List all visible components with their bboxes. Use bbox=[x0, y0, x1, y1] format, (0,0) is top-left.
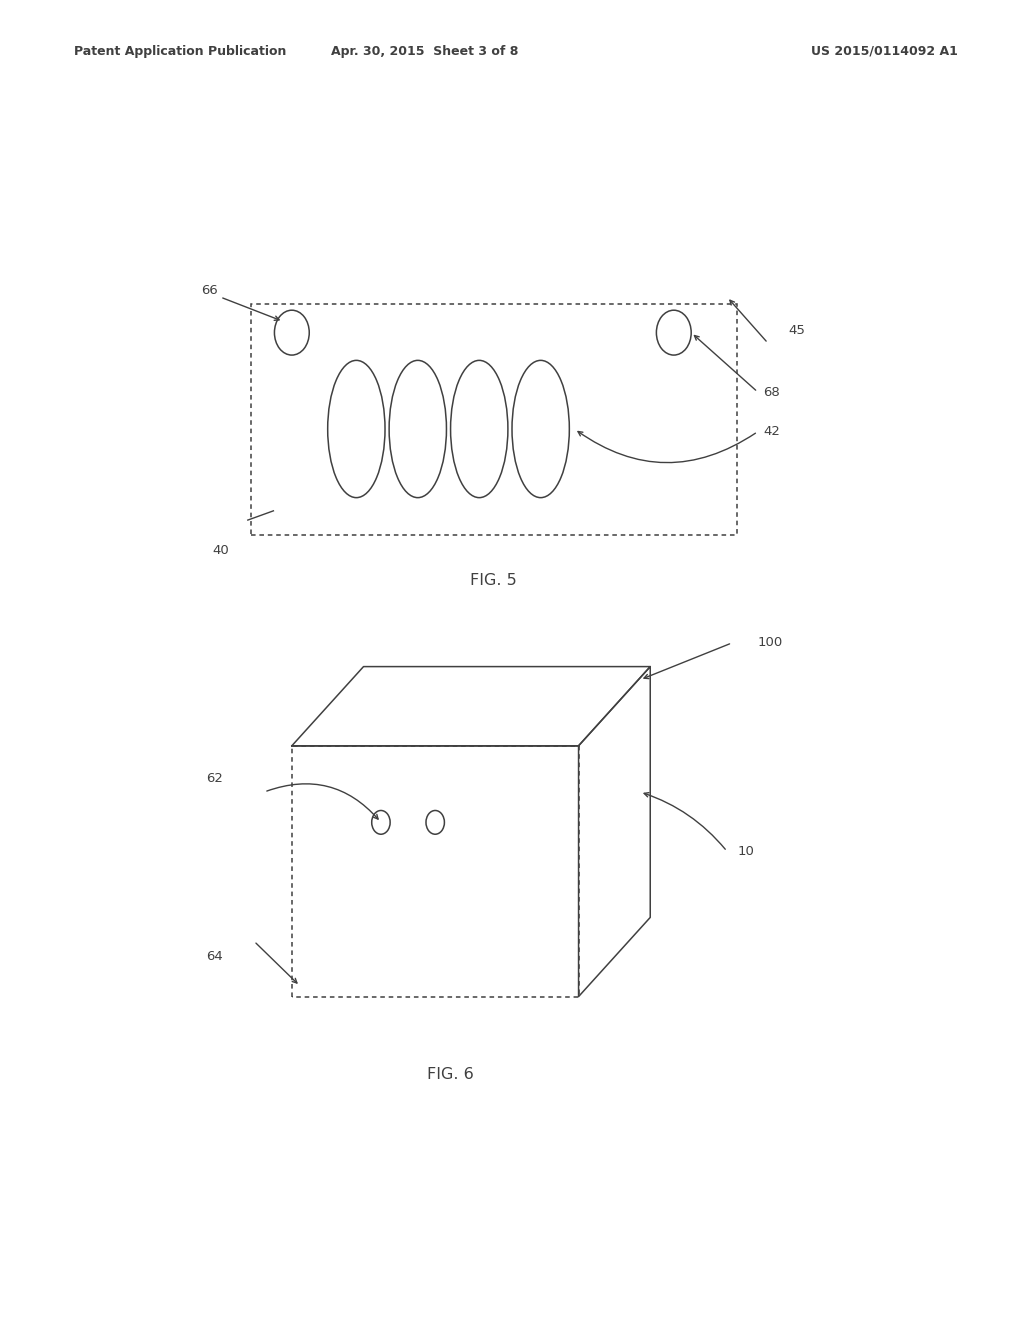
Text: FIG. 5: FIG. 5 bbox=[470, 573, 517, 587]
Text: 42: 42 bbox=[763, 425, 779, 438]
Text: FIG. 6: FIG. 6 bbox=[427, 1067, 474, 1081]
Text: 40: 40 bbox=[212, 544, 228, 557]
Text: 10: 10 bbox=[737, 845, 754, 858]
Text: 100: 100 bbox=[758, 636, 783, 649]
Text: Apr. 30, 2015  Sheet 3 of 8: Apr. 30, 2015 Sheet 3 of 8 bbox=[332, 45, 518, 58]
Text: 66: 66 bbox=[202, 284, 218, 297]
Text: Patent Application Publication: Patent Application Publication bbox=[74, 45, 286, 58]
Text: 68: 68 bbox=[763, 385, 779, 399]
Text: 45: 45 bbox=[788, 323, 805, 337]
Bar bbox=[251, 304, 737, 535]
Text: 62: 62 bbox=[207, 772, 223, 785]
Text: US 2015/0114092 A1: US 2015/0114092 A1 bbox=[811, 45, 957, 58]
Text: 64: 64 bbox=[207, 950, 223, 964]
